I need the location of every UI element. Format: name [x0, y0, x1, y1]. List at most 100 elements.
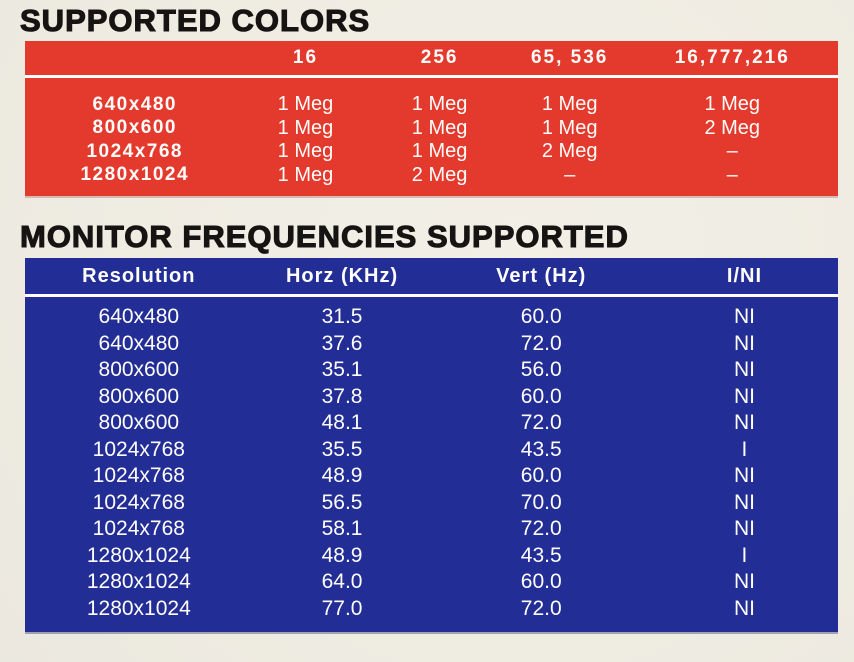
memory-cell: 2 Meg — [541, 140, 598, 163]
resolution-cell: 1024x768 — [92, 464, 185, 488]
frequencies-header-row: Resolution Horz (KHz) Vert (Hz) I/NI — [25, 258, 838, 297]
colors-table-row: 1280x1024 1 Meg 2 Meg – – — [25, 164, 838, 188]
memory-cell: 1 Meg — [277, 140, 334, 163]
colors-header-256: 256 — [420, 47, 459, 68]
vert-hz-cell: 70.0 — [520, 490, 562, 514]
resolution-cell: 1024x768 — [92, 490, 185, 514]
resolution-cell: 1024x768 — [92, 437, 185, 461]
supported-colors-table-body: 640x480 1 Meg 1 Meg 1 Meg 1 Meg 800x600 1 Meg 1… — [25, 78, 838, 187]
interlace-cell: NI — [733, 358, 755, 382]
horz-khz-cell: 64.0 — [321, 570, 363, 594]
monitor-frequencies-table: Resolution Horz (KHz) Vert (Hz) I/NI 640… — [25, 258, 838, 632]
frequencies-table-body: 640x480 31.5 60.0 NI 640x480 37.6 72.0 NI 800x60… — [25, 297, 838, 622]
resolution-cell: 640x480 — [98, 331, 180, 355]
resolution-cell: 1280x1024 — [86, 596, 191, 620]
supported-colors-header-row: 16 256 65, 536 16,777,216 — [25, 41, 838, 78]
vert-hz-cell: 56.0 — [520, 358, 562, 382]
interlace-cell: I — [741, 437, 748, 461]
memory-cell: – — [564, 163, 576, 186]
memory-cell: 1 Meg — [541, 116, 598, 139]
frequency-table-row: 640x480 37.6 72.0 NI — [25, 331, 838, 358]
supported-colors-table: 16 256 65, 536 16,777,216 640x480 1 Meg 1 … — [25, 41, 838, 196]
interlace-cell: NI — [733, 331, 755, 355]
interlace-cell: I — [741, 543, 748, 567]
memory-cell: 2 Meg — [704, 116, 761, 139]
interlace-cell: NI — [733, 490, 755, 514]
horz-khz-cell: 58.1 — [321, 517, 363, 541]
vert-hz-cell: 72.0 — [520, 596, 562, 620]
frequency-table-row: 1024x768 35.5 43.5 I — [25, 437, 838, 464]
interlace-cell: NI — [733, 305, 755, 329]
vert-hz-cell: 60.0 — [520, 464, 562, 488]
vert-hz-cell: 43.5 — [520, 543, 562, 567]
vert-hz-cell: 60.0 — [520, 570, 562, 594]
horz-khz-cell: 48.1 — [321, 411, 363, 435]
memory-cell: 2 Meg — [411, 163, 468, 186]
interlace-cell: NI — [733, 384, 755, 408]
frequencies-header-ini: I/NI — [726, 264, 763, 287]
frequency-table-row: 640x480 31.5 60.0 NI — [25, 304, 838, 331]
resolution-label: 800x600 — [92, 117, 177, 139]
frequency-table-row: 1280x1024 48.9 43.5 I — [25, 543, 838, 570]
horz-khz-cell: 35.5 — [321, 437, 363, 461]
interlace-cell: NI — [733, 411, 755, 435]
memory-cell: – — [726, 163, 738, 186]
memory-cell: 1 Meg — [277, 163, 334, 186]
frequencies-header-resolution: Resolution — [82, 264, 196, 287]
resolution-cell: 800x600 — [98, 358, 180, 382]
resolution-cell: 1280x1024 — [86, 570, 191, 594]
resolution-cell: 1280x1024 — [86, 543, 191, 567]
memory-cell: – — [726, 140, 738, 163]
horz-khz-cell: 56.5 — [321, 490, 363, 514]
resolution-cell: 800x600 — [98, 384, 180, 408]
interlace-cell: NI — [733, 464, 755, 488]
memory-cell: 1 Meg — [277, 116, 334, 139]
resolution-label: 1280x1024 — [80, 164, 190, 186]
vert-hz-cell: 43.5 — [520, 437, 562, 461]
frequency-table-row: 1280x1024 64.0 60.0 NI — [25, 569, 838, 596]
frequencies-header-horz: Horz (KHz) — [285, 264, 399, 287]
vert-hz-cell: 72.0 — [520, 331, 562, 355]
horz-khz-cell: 37.6 — [321, 331, 363, 355]
horz-khz-cell: 35.1 — [321, 358, 363, 382]
resolution-cell: 640x480 — [98, 305, 180, 329]
frequency-table-row: 1280x1024 77.0 72.0 NI — [25, 596, 838, 623]
interlace-cell: NI — [733, 570, 755, 594]
resolution-cell: 800x600 — [98, 411, 180, 435]
supported-colors-title: SUPPORTED COLORS — [19, 3, 371, 38]
frequency-table-row: 800x600 37.8 60.0 NI — [25, 384, 838, 411]
resolution-label: 1024x768 — [86, 140, 184, 162]
memory-cell: 1 Meg — [411, 116, 468, 139]
monitor-frequencies-title: MONITOR FREQUENCIES SUPPORTED — [19, 219, 629, 254]
frequency-table-row: 800x600 48.1 72.0 NI — [25, 410, 838, 437]
resolution-cell: 1024x768 — [92, 517, 185, 541]
frequency-table-row: 1024x768 56.5 70.0 NI — [25, 490, 838, 517]
horz-khz-cell: 77.0 — [321, 596, 363, 620]
vert-hz-cell: 60.0 — [520, 305, 562, 329]
colors-table-row: 640x480 1 Meg 1 Meg 1 Meg 1 Meg — [25, 93, 838, 117]
colors-header-16777216: 16,777,216 — [674, 47, 790, 68]
vert-hz-cell: 72.0 — [520, 411, 562, 435]
resolution-label: 640x480 — [92, 93, 177, 115]
vert-hz-cell: 72.0 — [520, 517, 562, 541]
horz-khz-cell: 37.8 — [321, 384, 363, 408]
frequency-table-row: 800x600 35.1 56.0 NI — [25, 357, 838, 384]
colors-table-row: 800x600 1 Meg 1 Meg 1 Meg 2 Meg — [25, 117, 838, 141]
memory-cell: 1 Meg — [277, 93, 334, 116]
frequency-table-row: 1024x768 48.9 60.0 NI — [25, 463, 838, 490]
colors-header-65536: 65, 536 — [530, 47, 609, 68]
horz-khz-cell: 48.9 — [321, 543, 363, 567]
vert-hz-cell: 60.0 — [520, 384, 562, 408]
horz-khz-cell: 31.5 — [321, 305, 363, 329]
colors-header-16: 16 — [292, 47, 319, 68]
interlace-cell: NI — [733, 596, 755, 620]
frequency-table-row: 1024x768 58.1 72.0 NI — [25, 516, 838, 543]
memory-cell: 1 Meg — [541, 93, 598, 116]
memory-cell: 1 Meg — [704, 93, 761, 116]
colors-table-row: 1024x768 1 Meg 1 Meg 2 Meg – — [25, 140, 838, 164]
memory-cell: 1 Meg — [411, 140, 468, 163]
interlace-cell: NI — [733, 517, 755, 541]
frequencies-header-vert: Vert (Hz) — [496, 264, 587, 287]
memory-cell: 1 Meg — [411, 93, 468, 116]
